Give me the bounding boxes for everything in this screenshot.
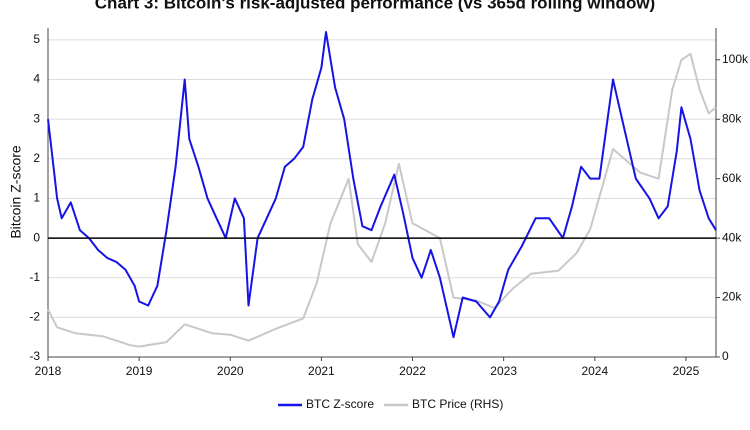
y2-tick-label: 60k bbox=[722, 171, 742, 185]
y2-tick-label: 0 bbox=[722, 349, 729, 363]
x-tick-label: 2023 bbox=[490, 364, 517, 378]
y-axis-label: Bitcoin Z-score bbox=[8, 145, 24, 239]
y-tick-label: -3 bbox=[29, 349, 40, 363]
y-tick-label: 3 bbox=[33, 111, 40, 125]
y-tick-label: 4 bbox=[33, 72, 40, 86]
legend-label: BTC Z-score bbox=[306, 397, 374, 411]
y-tick-label: 5 bbox=[33, 32, 40, 46]
x-tick-label: 2018 bbox=[35, 364, 62, 378]
legend-label: BTC Price (RHS) bbox=[412, 397, 503, 411]
x-tick-label: 2025 bbox=[673, 364, 700, 378]
series-line bbox=[47, 52, 717, 348]
x-tick-label: 2020 bbox=[217, 364, 244, 378]
x-tick-label: 2019 bbox=[126, 364, 153, 378]
y2-tick-label: 80k bbox=[722, 111, 742, 125]
y2-tick-label: 100k bbox=[722, 52, 749, 66]
y-tick-label: 2 bbox=[33, 151, 40, 165]
chart-title: Chart 3: Bitcoin's risk-adjusted perform… bbox=[95, 0, 655, 12]
x-tick-label: 2021 bbox=[308, 364, 335, 378]
y-tick-label: -1 bbox=[29, 270, 40, 284]
y2-tick-label: 20k bbox=[722, 290, 742, 304]
y-tick-label: -2 bbox=[29, 310, 40, 324]
series-line bbox=[47, 31, 717, 339]
y-tick-label: 0 bbox=[33, 230, 40, 244]
y-tick-label: 1 bbox=[33, 191, 40, 205]
x-tick-label: 2024 bbox=[581, 364, 608, 378]
x-tick-label: 2022 bbox=[399, 364, 426, 378]
y2-tick-label: 40k bbox=[722, 230, 742, 244]
